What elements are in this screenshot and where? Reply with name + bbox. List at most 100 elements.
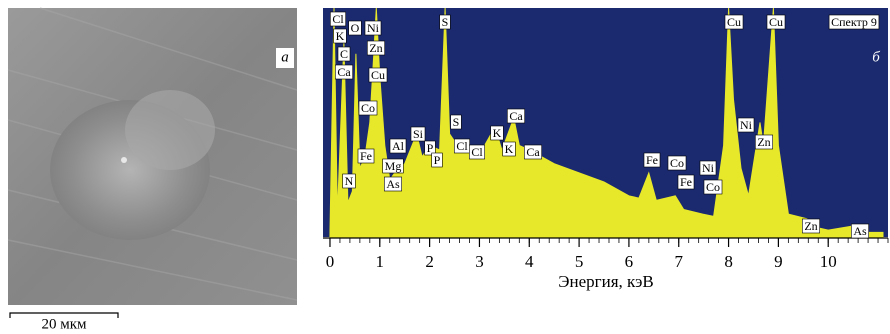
- peak-label-text: Al: [392, 139, 405, 153]
- sem-image: а: [7, 7, 298, 305]
- peak-label-text: Ni: [367, 21, 380, 35]
- peak-label-text: Co: [361, 101, 375, 115]
- peak-label-text: Zn: [757, 135, 770, 149]
- peak-label-text: N: [345, 174, 354, 188]
- peak-label-text: O: [351, 21, 360, 35]
- peak-label-box: [724, 14, 744, 30]
- peak-label-box: [450, 114, 462, 130]
- panel-label: б: [872, 49, 880, 65]
- peak-label-text: Zn: [804, 219, 817, 233]
- peak-label: K: [490, 125, 504, 141]
- peak-label-box: [342, 173, 356, 189]
- peak-label: P: [431, 152, 443, 168]
- peak-label: Ca: [507, 108, 525, 124]
- peak-label: S: [450, 114, 462, 130]
- peak-label: P: [424, 140, 436, 156]
- peak-label-text: Fe: [680, 175, 692, 189]
- x-tick-label: 3: [475, 252, 484, 271]
- peak-label: Cu: [766, 14, 786, 30]
- peak-label: S: [439, 14, 451, 30]
- peak-label-text: Ni: [702, 161, 715, 175]
- peak-label: C: [337, 46, 351, 62]
- peak-label: Fe: [677, 174, 695, 190]
- peak-label-box: [851, 223, 869, 239]
- peak-label: Cl: [330, 11, 346, 27]
- peak-label-box: [367, 40, 385, 56]
- peak-label-text: Fe: [360, 149, 372, 163]
- peak-label-box: [469, 144, 485, 160]
- peak-label-text: K: [493, 126, 502, 140]
- peak-label-text: Zn: [369, 41, 382, 55]
- peak-label-box: [699, 160, 717, 176]
- x-tick-label: 4: [525, 252, 534, 271]
- scale-bar-label: 20 мкм: [41, 316, 87, 332]
- peak-label: Fe: [643, 152, 661, 168]
- peak-label-text: Cl: [332, 12, 344, 26]
- spectrum-name: Спектр 9: [828, 14, 880, 30]
- scale-bar: 20 мкм: [9, 312, 119, 332]
- peak-label-box: [703, 179, 723, 195]
- peak-label-box: [766, 14, 786, 30]
- peak-label-text: C: [340, 47, 348, 61]
- peak-label-text: Cu: [769, 15, 783, 29]
- peak-label-text: S: [442, 15, 449, 29]
- peak-label: Ni: [364, 20, 382, 36]
- x-tick-label: 5: [575, 252, 584, 271]
- peak-label: Cl: [454, 138, 470, 154]
- peak-label: Zn: [367, 40, 385, 56]
- peak-label-text: Ca: [526, 145, 540, 159]
- peak-label-box: [364, 20, 382, 36]
- x-tick-label: 7: [674, 252, 683, 271]
- peak-label: Ni: [737, 117, 755, 133]
- peak-label-text: Co: [670, 156, 684, 170]
- peak-label-text: Cl: [471, 145, 483, 159]
- peak-label-text: P: [434, 153, 441, 167]
- peak-label-box: [389, 138, 407, 154]
- peak-label-box: [802, 218, 820, 234]
- x-tick-label: 1: [376, 252, 385, 271]
- peak-label-text: Si: [413, 127, 424, 141]
- peak-label-box: [330, 11, 346, 27]
- peak-label: Ca: [524, 144, 542, 160]
- peak-label-text: Mg: [385, 159, 402, 173]
- peak-label: K: [333, 28, 347, 44]
- x-tick-label: 9: [774, 252, 783, 271]
- peak-label: Cu: [368, 67, 388, 83]
- peak-label: Co: [667, 155, 687, 171]
- peak-label: As: [851, 223, 869, 239]
- peak-label-box: [357, 148, 375, 164]
- peak-label: Co: [703, 179, 723, 195]
- spectrum-name-box: [828, 14, 880, 30]
- peak-label-box: [755, 134, 773, 150]
- peak-label-box: [384, 176, 402, 192]
- peak-label-box: [507, 108, 525, 124]
- panel-label: а: [281, 49, 289, 65]
- peak-label: Ca: [335, 64, 353, 80]
- peak-label: K: [502, 141, 516, 157]
- peak-label-box: [490, 125, 504, 141]
- x-tick-label: 6: [625, 252, 634, 271]
- peak-label-box: [643, 152, 661, 168]
- peak-label-text: As: [853, 224, 867, 238]
- peak-label-box: [358, 100, 378, 116]
- x-tick-label: 2: [425, 252, 434, 271]
- peak-label-box: [335, 64, 353, 80]
- peak-label: Fe: [357, 148, 375, 164]
- peak-label: N: [342, 173, 356, 189]
- peak-label-box: [337, 46, 351, 62]
- peak-label: Al: [389, 138, 407, 154]
- x-tick-label: 10: [820, 252, 837, 271]
- peak-label-text: Cl: [456, 139, 468, 153]
- peak-label-text: Cu: [727, 15, 741, 29]
- peak-label-text: Fe: [646, 153, 658, 167]
- peak-label-text: As: [386, 177, 400, 191]
- peak-label: Co: [358, 100, 378, 116]
- peak-label: As: [384, 176, 402, 192]
- peak-label-box: [410, 126, 426, 142]
- peak-label-box: [502, 141, 516, 157]
- peak-label-box: [667, 155, 687, 171]
- x-axis-title: Энергия, кэВ: [558, 272, 653, 291]
- spectrum-name-text: Спектр 9: [831, 15, 877, 29]
- peak-label: Cu: [724, 14, 744, 30]
